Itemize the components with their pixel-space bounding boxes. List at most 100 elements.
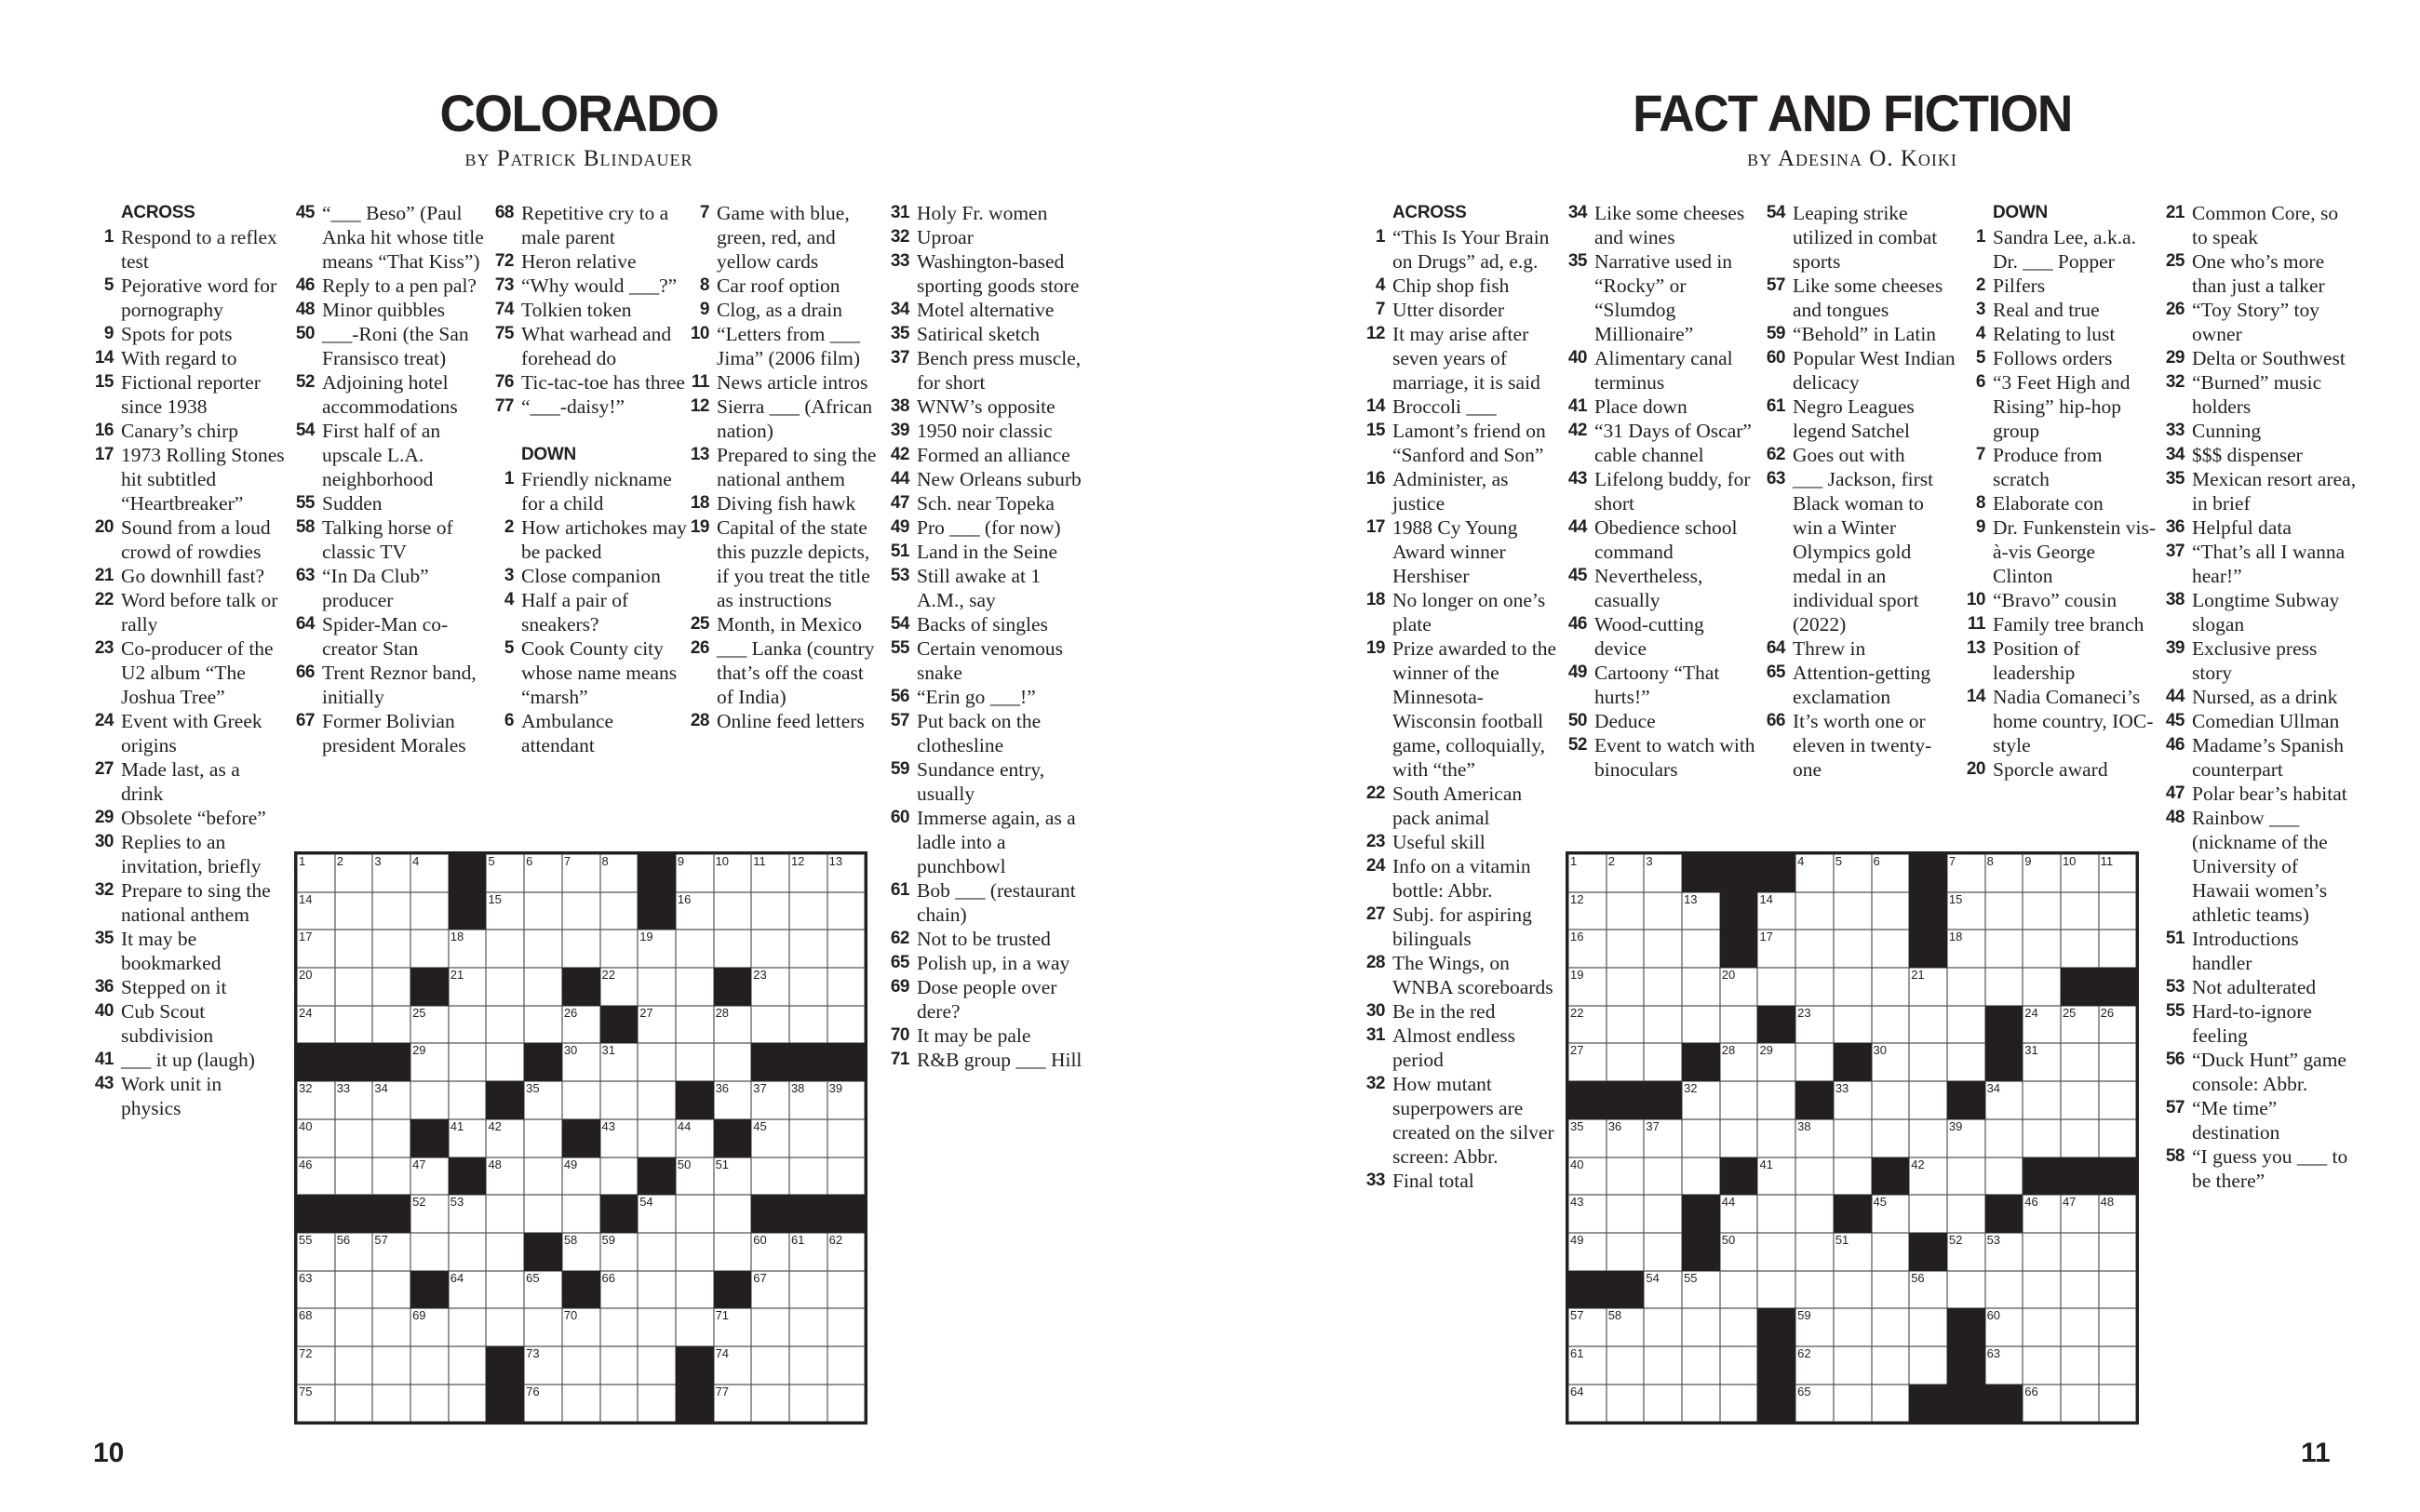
cell-number: 4 <box>1797 854 1805 868</box>
clue-number: 26 <box>690 638 710 658</box>
grid-cell <box>2098 1232 2137 1271</box>
clue-text: Lamont’s friend on “Sanford and Son” <box>1392 420 1546 466</box>
black-square <box>1682 854 1720 892</box>
cell-number: 12 <box>1570 891 1584 906</box>
grid-cell: 40 <box>297 1118 335 1157</box>
clue-number: 7 <box>699 203 710 222</box>
clue: 66 Trent Reznor band, initially <box>287 661 488 709</box>
grid-cell: 31 <box>2023 1043 2061 1082</box>
clue-number: 36 <box>94 977 114 997</box>
clue-text: Mexican resort area, in brief <box>2192 468 2357 515</box>
grid-cell: 32 <box>1682 1081 1720 1119</box>
grid-cell: 16 <box>1568 930 1607 969</box>
clue-text: Stepped on it <box>121 976 227 998</box>
grid-cell: 48 <box>2098 1195 2137 1233</box>
clue-text: “I guess you ___ to be there” <box>2192 1145 2348 1192</box>
grid-cell <box>486 1195 525 1233</box>
clue-text: Prize awarded to the winner of the Minne… <box>1392 637 1557 781</box>
clue: 43 Work unit in physics <box>86 1072 287 1120</box>
clue: 54 Leaping strike utilized in combat spor… <box>1757 201 1958 274</box>
grid-cell: 13 <box>1682 891 1720 930</box>
grid-cell: 26 <box>2098 1005 2137 1044</box>
clue: 6 Ambulance attendant <box>486 709 687 757</box>
black-square <box>638 891 676 930</box>
clue: 11 News article intros <box>681 370 882 395</box>
clue-text: Introductions handler <box>2192 928 2299 974</box>
clue-number: 3 <box>1975 300 1986 319</box>
grid-cell: 59 <box>1795 1308 1834 1346</box>
cell-number: 48 <box>488 1157 502 1171</box>
clue: 55 Hard-to-ignore feeling <box>2157 999 2358 1048</box>
clue-number: 31 <box>1365 1025 1386 1045</box>
clue: 1 Sandra Lee, a.k.a. Dr. ___ Popper <box>1957 225 2158 274</box>
grid-cell <box>410 1384 449 1423</box>
clue-text: “3 Feet High and Rising” hip-hop group <box>1993 371 2131 442</box>
grid-cell <box>1795 968 1834 1006</box>
clue-text: Be in the red <box>1392 1000 1496 1023</box>
grid-cell <box>1833 891 1872 930</box>
clue-text: It may be bookmarked <box>121 928 222 974</box>
cell-number: 16 <box>1570 930 1584 944</box>
black-square <box>1871 1157 1910 1196</box>
clue: 76 Tic-tac-toe has three <box>486 370 687 395</box>
clue: 49 Cartoony “That hurts!” <box>1559 661 1760 709</box>
cell-number: 6 <box>526 854 533 868</box>
grid-cell <box>1833 968 1872 1006</box>
cell-number: 50 <box>677 1157 692 1171</box>
grid-cell <box>1606 1232 1645 1271</box>
cell-number: 28 <box>715 1005 730 1020</box>
cell-number: 11 <box>753 854 766 868</box>
grid-cell <box>1682 1345 1720 1385</box>
black-square <box>1568 1270 1607 1309</box>
clue: 55 Sudden <box>287 491 488 515</box>
clue: 44 Nursed, as a drink <box>2157 685 2358 709</box>
clue: 39 1950 noir classic <box>881 419 1082 443</box>
grid-cell <box>1606 1384 1645 1423</box>
grid-cell <box>372 1384 411 1423</box>
clue-number: 56 <box>2165 1050 2185 1069</box>
clue: 10 “Letters from ___ Jima” (2006 film) <box>681 322 882 370</box>
clue-number: 65 <box>890 953 910 972</box>
clue: 67 Former Bolivian president Morales <box>287 709 488 757</box>
clue-number: 44 <box>2165 687 2185 706</box>
grid-cell: 69 <box>410 1308 449 1346</box>
clue: 38 WNW’s opposite <box>881 395 1082 419</box>
black-square <box>827 1195 866 1233</box>
grid-cell <box>599 1308 639 1346</box>
clue: 37 “That’s all I wanna hear!” <box>2157 540 2358 588</box>
clue-text: Sporcle award <box>1993 758 2108 781</box>
cell-number: 63 <box>299 1270 313 1285</box>
cell-number: 46 <box>299 1157 313 1171</box>
grid-cell <box>486 930 525 969</box>
clue-text: Bench press muscle, for short <box>917 347 1082 394</box>
clue-text: Info on a vitamin bottle: Abbr. <box>1392 855 1531 902</box>
clue: 68 Repetitive cry to a male parent <box>486 201 687 249</box>
clue-text: ___ it up (laugh) <box>121 1049 255 1071</box>
clue-text: Madame’s Spanish counterpart <box>2192 734 2345 781</box>
clue: 41 ___ it up (laugh) <box>86 1048 287 1072</box>
clue: 26 ___ Lanka (country that’s off the coas… <box>681 636 882 709</box>
grid-cell: 8 <box>599 854 639 892</box>
clue-number: 6 <box>504 711 515 730</box>
cell-number: 42 <box>488 1118 502 1133</box>
grid-cell <box>788 1345 827 1385</box>
black-square <box>1795 1081 1834 1119</box>
clue-text: Capital of the state this puzzle depicts… <box>717 516 870 611</box>
clue-column: 45 “___ Beso” (Paul Anka hit whose title … <box>287 201 488 757</box>
grid-cell <box>561 891 600 930</box>
clue-number: 7 <box>1375 300 1386 319</box>
grid-cell: 50 <box>675 1157 714 1196</box>
grid-cell <box>751 1345 789 1385</box>
clue-number: 61 <box>1766 396 1786 416</box>
grid-cell <box>1833 1308 1872 1346</box>
cell-number: 49 <box>563 1157 578 1171</box>
black-square <box>334 1043 373 1082</box>
grid-cell <box>561 930 600 969</box>
cell-number: 2 <box>336 854 343 868</box>
clue-number: 16 <box>94 421 114 440</box>
cell-number: 37 <box>753 1081 767 1096</box>
grid-cell <box>1984 1270 2023 1309</box>
clue-number: 6 <box>1975 372 1986 392</box>
cell-number: 13 <box>1684 891 1698 906</box>
clue-text: Game with blue, green, red, and yellow c… <box>717 202 850 273</box>
